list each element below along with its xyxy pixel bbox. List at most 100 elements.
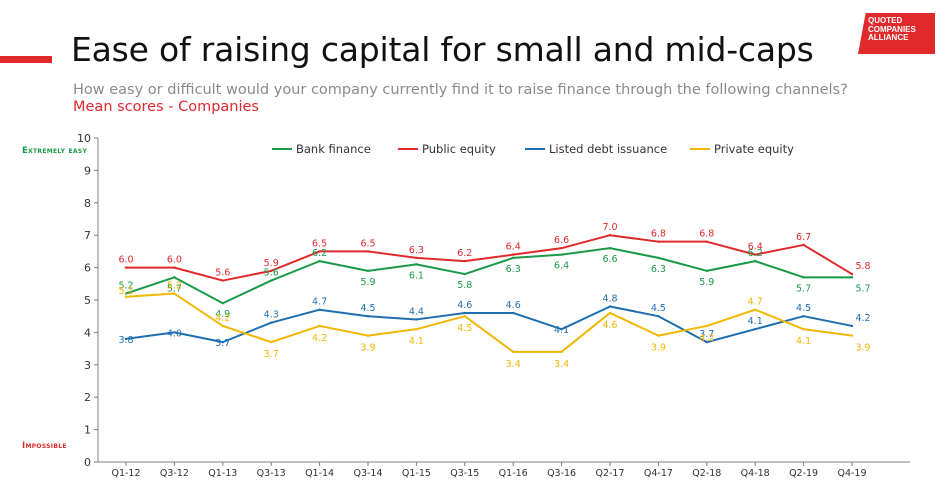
data-label: 5.6 (264, 268, 279, 279)
x-tick-label: Q4-19 (837, 468, 866, 479)
data-point (270, 340, 273, 344)
data-point (608, 234, 612, 237)
data-label: 4.7 (312, 297, 327, 308)
data-label: 5.2 (118, 281, 133, 292)
data-point (802, 327, 805, 331)
y-tick-label: 7 (84, 229, 91, 242)
data-label: 6.7 (796, 232, 811, 243)
data-point (221, 324, 224, 328)
x-tick-label: Q1-13 (208, 468, 237, 479)
x-tick-label: Q2-19 (789, 468, 818, 479)
legend-label: Bank finance (296, 142, 371, 156)
data-label: 3.4 (506, 359, 521, 370)
x-tick-label: Q4-18 (741, 468, 770, 479)
x-tick-label: Q3-13 (257, 468, 286, 479)
data-point (802, 315, 805, 318)
data-point (124, 292, 128, 295)
logo-line: ALLIANCE (868, 33, 909, 42)
data-label: 5.8 (855, 261, 870, 272)
data-point (463, 259, 466, 263)
x-tick-label: Q3-14 (353, 468, 382, 479)
data-label: 6.3 (651, 264, 666, 275)
y-tick-label: 2 (84, 391, 91, 404)
data-point (415, 327, 418, 331)
x-tick-label: Q3-16 (547, 468, 576, 479)
data-point (415, 263, 418, 266)
data-label: 6.1 (409, 270, 424, 281)
data-point (560, 350, 563, 354)
data-point (173, 331, 176, 334)
data-label: 6.0 (118, 255, 133, 266)
data-point (560, 253, 563, 256)
data-point (560, 246, 563, 250)
subtitle-question: How easy or difficult would your company… (73, 82, 848, 98)
legend-label: Public equity (422, 142, 496, 156)
data-label: 6.6 (602, 254, 617, 265)
data-label: 4.8 (602, 293, 617, 304)
x-tick-label: Q1-15 (402, 468, 431, 479)
data-point (221, 279, 224, 282)
page-subtitle: How easy or difficult would your company… (73, 82, 863, 116)
series-line-1 (126, 234, 853, 282)
data-label: 3.7 (699, 329, 714, 340)
data-label: 3.8 (118, 335, 133, 346)
series-line-3 (125, 292, 853, 353)
data-point (124, 295, 128, 298)
data-label: 3.7 (215, 338, 230, 349)
data-point (850, 334, 854, 337)
data-point (657, 334, 660, 337)
data-point (705, 340, 708, 344)
data-point (850, 324, 854, 328)
y-tick-label: 4 (84, 326, 91, 339)
data-point (366, 315, 370, 318)
data-label: 6.2 (748, 248, 763, 259)
data-label: 6.8 (699, 229, 714, 240)
logo-line: QUOTED (868, 16, 903, 25)
accent-bar (0, 56, 52, 63)
data-point (608, 311, 612, 315)
data-label: 4.3 (264, 310, 279, 321)
x-tick-label: Q1-14 (305, 468, 334, 479)
data-point (657, 315, 660, 318)
data-point (608, 246, 612, 250)
data-label: 4.5 (796, 303, 811, 314)
data-label: 5.8 (457, 280, 472, 291)
y-tick-label: 6 (84, 262, 91, 275)
y-tick-label: 10 (77, 132, 91, 145)
data-label: 4.6 (457, 300, 472, 311)
data-point (173, 292, 176, 295)
data-point (608, 305, 612, 308)
data-point (850, 272, 854, 276)
data-point (173, 276, 176, 279)
data-label: 7.0 (602, 222, 617, 233)
data-label: 4.1 (796, 336, 811, 347)
data-point (270, 269, 273, 273)
data-point (415, 318, 418, 321)
data-label: 6.0 (167, 255, 182, 266)
data-label: 4.2 (215, 313, 230, 324)
data-label: 6.4 (554, 261, 569, 272)
data-point (705, 324, 708, 328)
data-point (512, 311, 515, 315)
data-label: 3.9 (360, 343, 375, 354)
data-point (705, 240, 708, 243)
data-point (270, 321, 273, 324)
data-label: 6.5 (312, 238, 327, 249)
data-point (754, 259, 757, 263)
legend-label: Listed debt issuance (549, 142, 667, 156)
data-label: 4.1 (409, 336, 424, 347)
logo-line: COMPANIES (868, 24, 916, 34)
data-label: 4.4 (409, 306, 424, 317)
y-tick-label: 3 (84, 359, 91, 372)
data-point (221, 340, 224, 344)
data-label: 6.6 (554, 235, 569, 246)
data-point (802, 276, 805, 279)
data-label: 4.5 (651, 303, 666, 314)
company-logo: QUOTED COMPANIES ALLIANCE (858, 13, 935, 54)
data-label: 4.0 (167, 328, 182, 339)
data-label: 4.7 (748, 297, 763, 308)
data-label: 5.7 (167, 283, 182, 294)
data-point (366, 269, 370, 273)
data-point (512, 350, 515, 354)
